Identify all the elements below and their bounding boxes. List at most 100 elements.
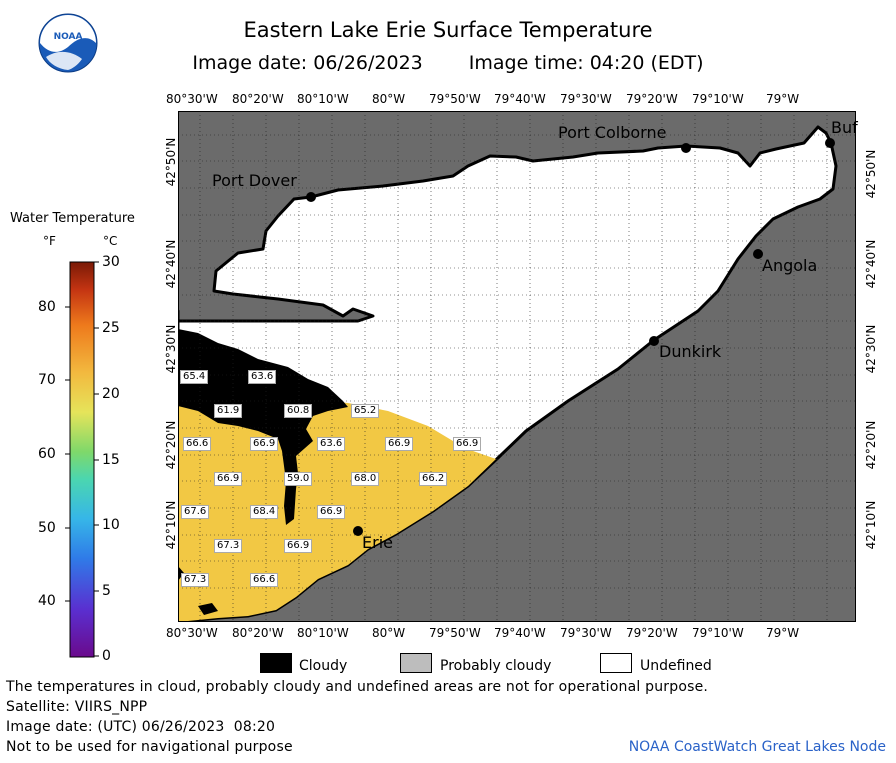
c-tick: 5 [102, 583, 111, 599]
temp-label: 60.8 [284, 404, 313, 418]
page-title: Eastern Lake Erie Surface Temperature [243, 18, 653, 42]
temp-label: 66.9 [250, 437, 279, 451]
lon-tick: 79°10'W [692, 626, 744, 640]
lon-tick: 79°40'W [494, 626, 546, 640]
lon-tick: 79°20'W [626, 626, 678, 640]
noaa-logo-icon: NOAA [38, 13, 98, 73]
temp-label: 66.9 [385, 437, 414, 451]
f-tick: 80 [38, 299, 56, 315]
place-label: Port Colborne [558, 123, 667, 142]
place-label: Angola [762, 256, 818, 275]
image-time: Image time: 04:20 (EDT) [468, 52, 704, 74]
lon-tick: 80°20'W [232, 626, 284, 640]
legend-swatch-cloudy [260, 653, 292, 673]
lon-tick: 80°W [372, 626, 406, 640]
c-tick: 20 [102, 386, 120, 402]
lon-tick: 80°10'W [297, 626, 349, 640]
lon-tick: 79°10'W [692, 92, 744, 106]
temp-label: 66.6 [250, 573, 279, 587]
cloud-area [178, 329, 348, 525]
image-date: Image date: 06/26/2023 [192, 52, 423, 74]
temp-label: 66.2 [419, 472, 448, 486]
lon-tick: 80°W [372, 92, 406, 106]
temp-label: 66.9 [317, 505, 346, 519]
lon-tick: 79°W [766, 92, 800, 106]
place-label: Buf [831, 118, 858, 137]
navigation-note: Not to be used for navigational purpose [6, 739, 293, 755]
c-tick: 15 [102, 452, 120, 468]
c-tick: 25 [102, 320, 120, 336]
graticule [178, 111, 856, 622]
lat-tick: 42°40'N [164, 239, 178, 289]
lon-tick: 80°20'W [232, 92, 284, 106]
temp-label: 66.9 [453, 437, 482, 451]
subtitle: Image date: 06/26/2023 Image time: 04:20… [0, 52, 896, 74]
city-dot-erie [353, 526, 363, 536]
lon-tick: 79°W [766, 626, 800, 640]
logo-text: NOAA [54, 32, 83, 42]
temp-label: 63.6 [317, 437, 346, 451]
colorbar-ramp [69, 261, 95, 658]
disclaimer: The temperatures in cloud, probably clou… [6, 679, 709, 695]
lon-tick: 79°50'W [429, 626, 481, 640]
c-tick: 30 [102, 254, 120, 270]
temp-label: 68.4 [250, 505, 279, 519]
lat-tick: 42°30'N [864, 324, 878, 374]
noaa-logo: NOAA [38, 13, 98, 73]
temp-label: 66.6 [183, 437, 212, 451]
place-label: Erie [362, 533, 393, 552]
city-dot-port-dover [306, 192, 316, 202]
lat-tick: 42°40'N [864, 239, 878, 289]
c-tick: 0 [102, 648, 111, 664]
city-dot-port-colborne [681, 143, 691, 153]
temp-label: 63.6 [248, 370, 277, 384]
f-tick: 70 [38, 372, 56, 388]
lon-tick: 79°20'W [626, 92, 678, 106]
utc-date: Image date: (UTC) 06/26/2023 08:20 [6, 719, 276, 735]
lat-tick: 42°10'N [864, 500, 878, 550]
temp-label: 65.4 [180, 370, 209, 384]
temp-label: 61.9 [214, 404, 243, 418]
lon-tick: 80°10'W [297, 92, 349, 106]
place-label: Dunkirk [659, 342, 722, 361]
unit-c: °C [103, 234, 118, 248]
lon-tick: 79°30'W [560, 92, 612, 106]
f-tick: 60 [38, 446, 56, 462]
legend-swatch-probably-cloudy [400, 653, 432, 673]
city-dot-angola [753, 249, 763, 259]
f-tick: 50 [38, 520, 56, 536]
temp-label: 66.9 [284, 539, 313, 553]
temp-label: 65.2 [351, 404, 380, 418]
temp-label: 67.3 [214, 539, 243, 553]
lon-tick: 80°30'W [166, 626, 218, 640]
temp-label: 66.9 [214, 472, 243, 486]
credit: NOAA CoastWatch Great Lakes Node [628, 739, 886, 755]
legend-label-undefined: Undefined [640, 658, 712, 674]
colorbar [65, 261, 99, 658]
temp-label: 59.0 [284, 472, 313, 486]
city-dot-buffalo [825, 138, 835, 148]
lon-tick: 79°50'W [429, 92, 481, 106]
f-tick: 40 [38, 593, 56, 609]
lat-tick: 42°30'N [164, 324, 178, 374]
lat-tick: 42°10'N [164, 500, 178, 550]
legend-label-probably-cloudy: Probably cloudy [440, 658, 552, 674]
lon-tick: 79°40'W [494, 92, 546, 106]
lat-tick: 42°20'N [864, 420, 878, 470]
lat-tick: 42°50'N [864, 149, 878, 199]
legend-label-cloudy: Cloudy [299, 658, 348, 674]
lat-tick: 42°20'N [164, 420, 178, 470]
city-dot-dunkirk [649, 336, 659, 346]
c-tick: 10 [102, 517, 120, 533]
lon-tick: 79°30'W [560, 626, 612, 640]
lat-tick: 42°50'N [164, 137, 178, 187]
lon-tick: 80°30'W [166, 92, 218, 106]
colorbar-title: Water Temperature [10, 211, 135, 226]
cloud-area [178, 566, 218, 615]
place-label: Port Dover [212, 171, 297, 190]
temp-label: 68.0 [351, 472, 380, 486]
temp-label: 67.3 [181, 573, 210, 587]
unit-f: °F [43, 234, 56, 248]
legend-swatch-undefined [600, 653, 632, 673]
temp-label: 67.6 [181, 505, 210, 519]
